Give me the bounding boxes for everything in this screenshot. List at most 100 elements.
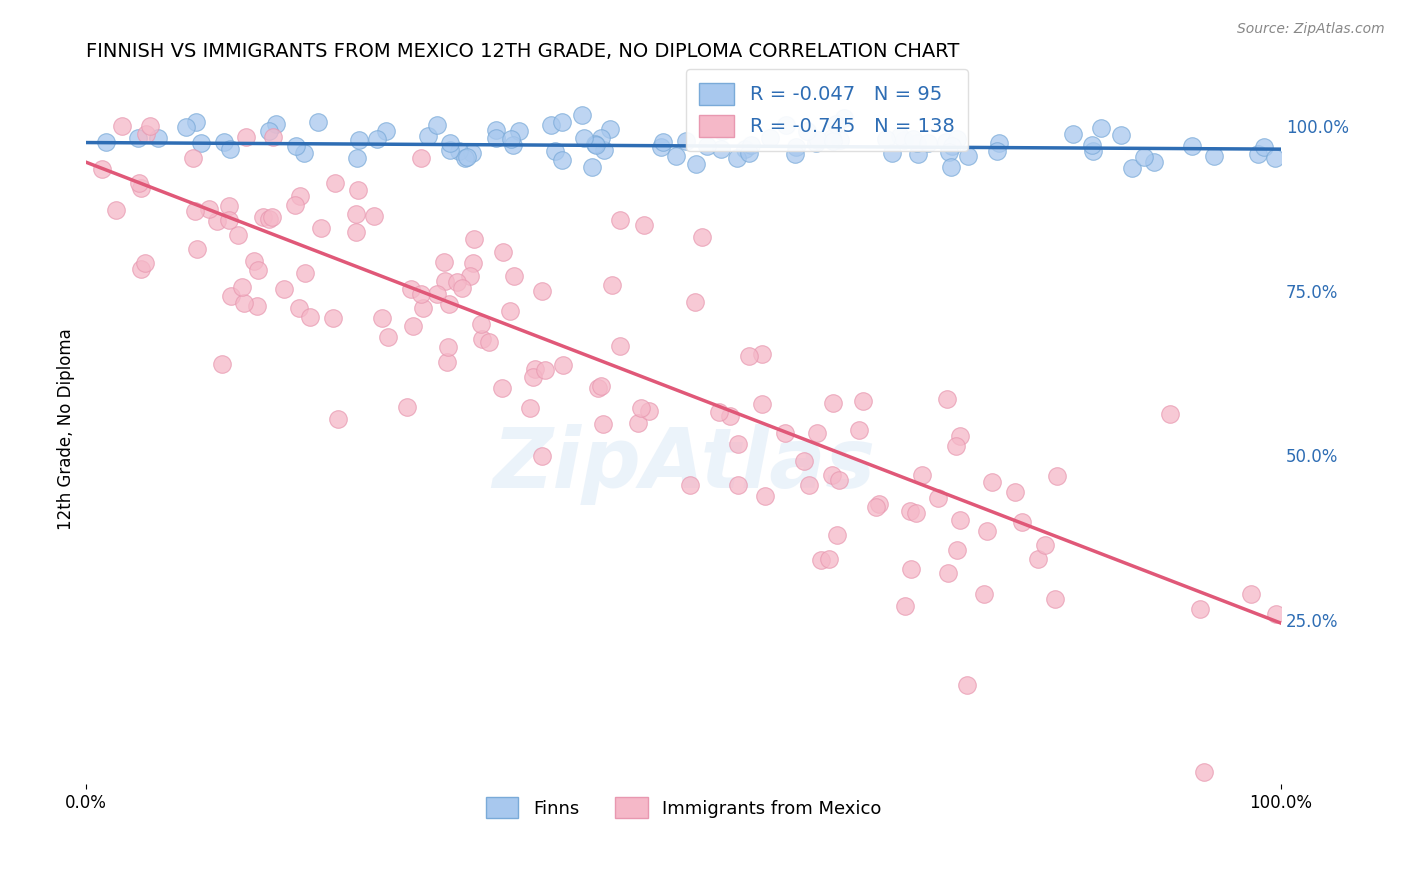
Point	[627, 417, 650, 431]
Point	[775, 118, 797, 132]
Point	[1264, 151, 1286, 165]
Text: ZipAtlas: ZipAtlas	[492, 424, 875, 505]
Point	[205, 213, 228, 227]
Point	[927, 491, 949, 505]
Point	[905, 507, 928, 521]
Point	[650, 140, 672, 154]
Point	[905, 136, 928, 150]
Point	[437, 297, 460, 311]
Point	[198, 202, 221, 216]
Point	[817, 551, 839, 566]
Point	[437, 340, 460, 354]
Point	[679, 477, 702, 491]
Point	[294, 266, 316, 280]
Point	[449, 144, 471, 158]
Point	[485, 123, 508, 137]
Point	[946, 132, 969, 146]
Point	[901, 132, 924, 146]
Point	[233, 296, 256, 310]
Point	[436, 354, 458, 368]
Point	[810, 553, 832, 567]
Point	[94, 135, 117, 149]
Point	[219, 289, 242, 303]
Point	[134, 256, 156, 270]
Point	[461, 145, 484, 160]
Legend: Finns, Immigrants from Mexico: Finns, Immigrants from Mexico	[478, 790, 889, 825]
Point	[727, 151, 749, 165]
Point	[363, 209, 385, 223]
Point	[522, 370, 544, 384]
Point	[491, 381, 513, 395]
Point	[889, 128, 911, 143]
Point	[917, 136, 939, 150]
Point	[377, 330, 399, 344]
Point	[737, 349, 759, 363]
Point	[146, 130, 169, 145]
Point	[1265, 607, 1288, 621]
Point	[589, 131, 612, 145]
Point	[759, 130, 782, 145]
Point	[630, 401, 652, 415]
Point	[591, 378, 613, 392]
Point	[257, 124, 280, 138]
Point	[1063, 127, 1085, 141]
Point	[1142, 154, 1164, 169]
Point	[939, 161, 962, 175]
Point	[219, 141, 242, 155]
Point	[186, 115, 208, 129]
Point	[501, 132, 523, 146]
Point	[935, 135, 957, 149]
Point	[1081, 137, 1104, 152]
Point	[806, 136, 828, 151]
Point	[936, 392, 959, 407]
Point	[1004, 485, 1026, 500]
Point	[259, 212, 281, 227]
Point	[412, 301, 434, 315]
Point	[827, 527, 849, 541]
Point	[344, 207, 367, 221]
Point	[593, 143, 616, 157]
Point	[793, 454, 815, 468]
Point	[949, 513, 972, 527]
Point	[470, 317, 492, 331]
Point	[396, 400, 419, 414]
Point	[1133, 150, 1156, 164]
Point	[491, 244, 513, 259]
Point	[246, 299, 269, 313]
Point	[828, 473, 851, 487]
Point	[1204, 149, 1226, 163]
Point	[900, 562, 922, 576]
Text: FINNISH VS IMMIGRANTS FROM MEXICO 12TH GRADE, NO DIPLOMA CORRELATION CHART: FINNISH VS IMMIGRANTS FROM MEXICO 12TH G…	[86, 42, 960, 61]
Point	[478, 334, 501, 349]
Point	[446, 275, 468, 289]
Point	[848, 423, 870, 437]
Point	[218, 198, 240, 212]
Point	[290, 189, 312, 203]
Point	[583, 136, 606, 151]
Point	[530, 285, 553, 299]
Point	[174, 120, 197, 135]
Point	[1046, 469, 1069, 483]
Point	[675, 134, 697, 148]
Point	[284, 198, 307, 212]
Point	[186, 242, 208, 256]
Point	[727, 437, 749, 451]
Point	[734, 143, 756, 157]
Point	[524, 362, 547, 376]
Point	[599, 121, 621, 136]
Point	[683, 295, 706, 310]
Point	[956, 149, 979, 163]
Point	[471, 332, 494, 346]
Point	[907, 146, 929, 161]
Point	[211, 357, 233, 371]
Point	[737, 145, 759, 160]
Point	[111, 119, 134, 133]
Point	[807, 132, 830, 146]
Point	[875, 132, 897, 146]
Point	[298, 310, 321, 325]
Point	[190, 136, 212, 151]
Point	[307, 115, 329, 129]
Point	[409, 287, 432, 301]
Point	[1253, 140, 1275, 154]
Point	[1045, 591, 1067, 606]
